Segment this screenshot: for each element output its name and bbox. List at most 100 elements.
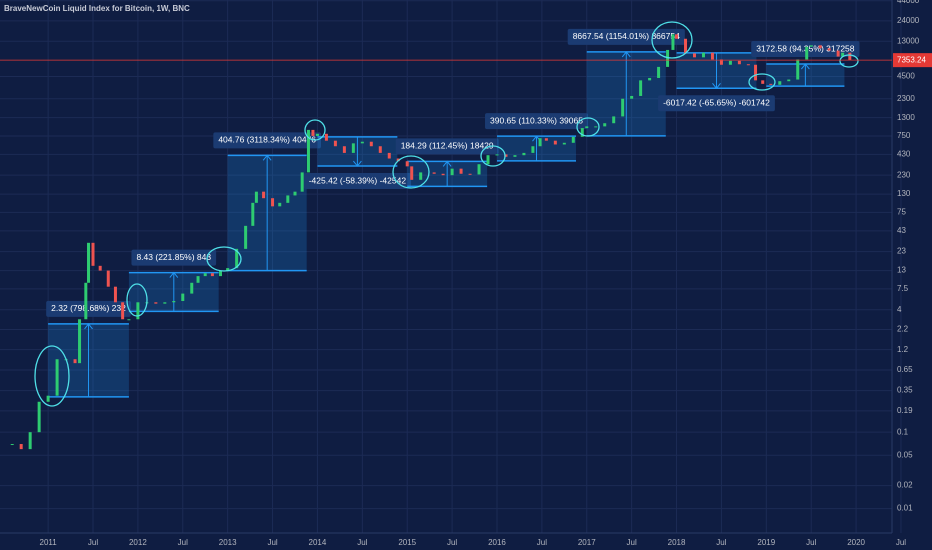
- candle: [324, 133, 328, 141]
- candle: [410, 166, 414, 180]
- candle: [419, 172, 423, 180]
- candle: [342, 146, 346, 153]
- y-tick-label: 750: [897, 131, 911, 140]
- last-price-label: 7353.24: [897, 55, 926, 64]
- highlight-circle: [126, 283, 148, 317]
- range-label-bg: [485, 113, 588, 130]
- candle: [113, 286, 117, 303]
- highlight-circle: [839, 54, 859, 68]
- arrow-head: [621, 51, 631, 58]
- candle: [87, 242, 91, 283]
- y-tick-label: 43: [897, 226, 906, 235]
- x-tick-label: Jul: [627, 538, 637, 547]
- candle: [254, 191, 258, 203]
- candle: [351, 143, 355, 153]
- candle: [46, 395, 50, 402]
- y-tick-label: 0.05: [897, 450, 913, 459]
- candle: [163, 302, 167, 304]
- candle: [778, 81, 782, 85]
- candle: [746, 64, 750, 66]
- y-tick-label: 13: [897, 266, 906, 275]
- arrow-head: [442, 160, 452, 167]
- x-tick-label: 2011: [40, 538, 58, 547]
- x-tick-label: Jul: [88, 538, 98, 547]
- x-tick-label: Jul: [896, 538, 906, 547]
- candle: [98, 265, 102, 271]
- candle: [639, 80, 643, 96]
- candle: [796, 59, 800, 80]
- candle: [293, 191, 297, 196]
- candle: [300, 172, 304, 192]
- candle: [522, 152, 526, 156]
- candle: [378, 146, 382, 153]
- candle: [154, 302, 158, 304]
- y-tick-label: 4: [897, 305, 902, 314]
- candle: [19, 444, 23, 450]
- range-label: 390.65 (110.33%) 39065: [490, 115, 583, 125]
- candle: [562, 142, 566, 145]
- x-tick-label: Jul: [178, 538, 188, 547]
- x-tick-label: 2018: [668, 538, 686, 547]
- candle: [818, 45, 822, 49]
- x-tick-label: 2015: [398, 538, 416, 547]
- chart-title: BraveNewCoin Liquid Index for Bitcoin, 1…: [4, 4, 190, 13]
- candle: [761, 80, 765, 84]
- candle: [538, 138, 542, 147]
- candle: [710, 52, 714, 60]
- x-tick-label: 2016: [488, 538, 506, 547]
- x-tick-label: 2019: [757, 538, 775, 547]
- y-tick-label: 24000: [897, 16, 920, 25]
- candle: [127, 319, 131, 321]
- candle: [286, 195, 290, 203]
- highlight-circle: [576, 117, 600, 137]
- y-tick-label: 0.35: [897, 386, 913, 395]
- highlight-circle: [480, 145, 506, 167]
- candle: [805, 46, 809, 60]
- candle: [495, 154, 499, 156]
- y-tick-label: 1.2: [897, 345, 909, 354]
- range-label: 184.29 (112.45%) 18429: [401, 141, 494, 151]
- candle: [196, 276, 200, 283]
- candle: [55, 359, 59, 396]
- candle: [251, 202, 255, 226]
- range-label: 8.43 (221.85%) 843: [136, 252, 211, 262]
- candle: [315, 133, 319, 136]
- candle: [136, 302, 140, 320]
- candle: [360, 141, 364, 144]
- highlight-circle: [34, 345, 70, 407]
- candle: [226, 268, 230, 271]
- arrow-head: [800, 63, 810, 70]
- highlights: [34, 21, 859, 407]
- x-tick-label: 2017: [578, 538, 596, 547]
- y-tick-label: 2.2: [897, 325, 909, 334]
- candle: [504, 154, 508, 157]
- candle: [701, 52, 705, 58]
- candle: [754, 64, 758, 81]
- range-label: -6017.42 (-65.65%) -601742: [663, 98, 770, 108]
- candle: [827, 48, 831, 51]
- range-label-bg: [213, 132, 322, 149]
- candle: [684, 38, 688, 54]
- y-tick-label: 7.5: [897, 284, 909, 293]
- candle: [10, 444, 14, 446]
- y-tick-label: 0.65: [897, 365, 913, 374]
- candle: [459, 168, 463, 174]
- highlight-circle: [651, 21, 693, 59]
- candle: [671, 34, 675, 50]
- candle: [544, 138, 548, 141]
- candle: [306, 129, 310, 173]
- x-tick-label: Jul: [716, 538, 726, 547]
- range-label-bg: [395, 138, 499, 155]
- x-tick-label: 2020: [847, 538, 865, 547]
- y-tick-label: 430: [897, 150, 911, 159]
- candle: [210, 273, 214, 277]
- candle: [28, 432, 32, 450]
- candle: [553, 140, 557, 145]
- candle: [369, 141, 373, 147]
- candle: [477, 164, 481, 175]
- range-label: 2.32 (798.68%) 232: [51, 303, 126, 313]
- range-label-bg: [567, 28, 685, 45]
- candle: [692, 53, 696, 58]
